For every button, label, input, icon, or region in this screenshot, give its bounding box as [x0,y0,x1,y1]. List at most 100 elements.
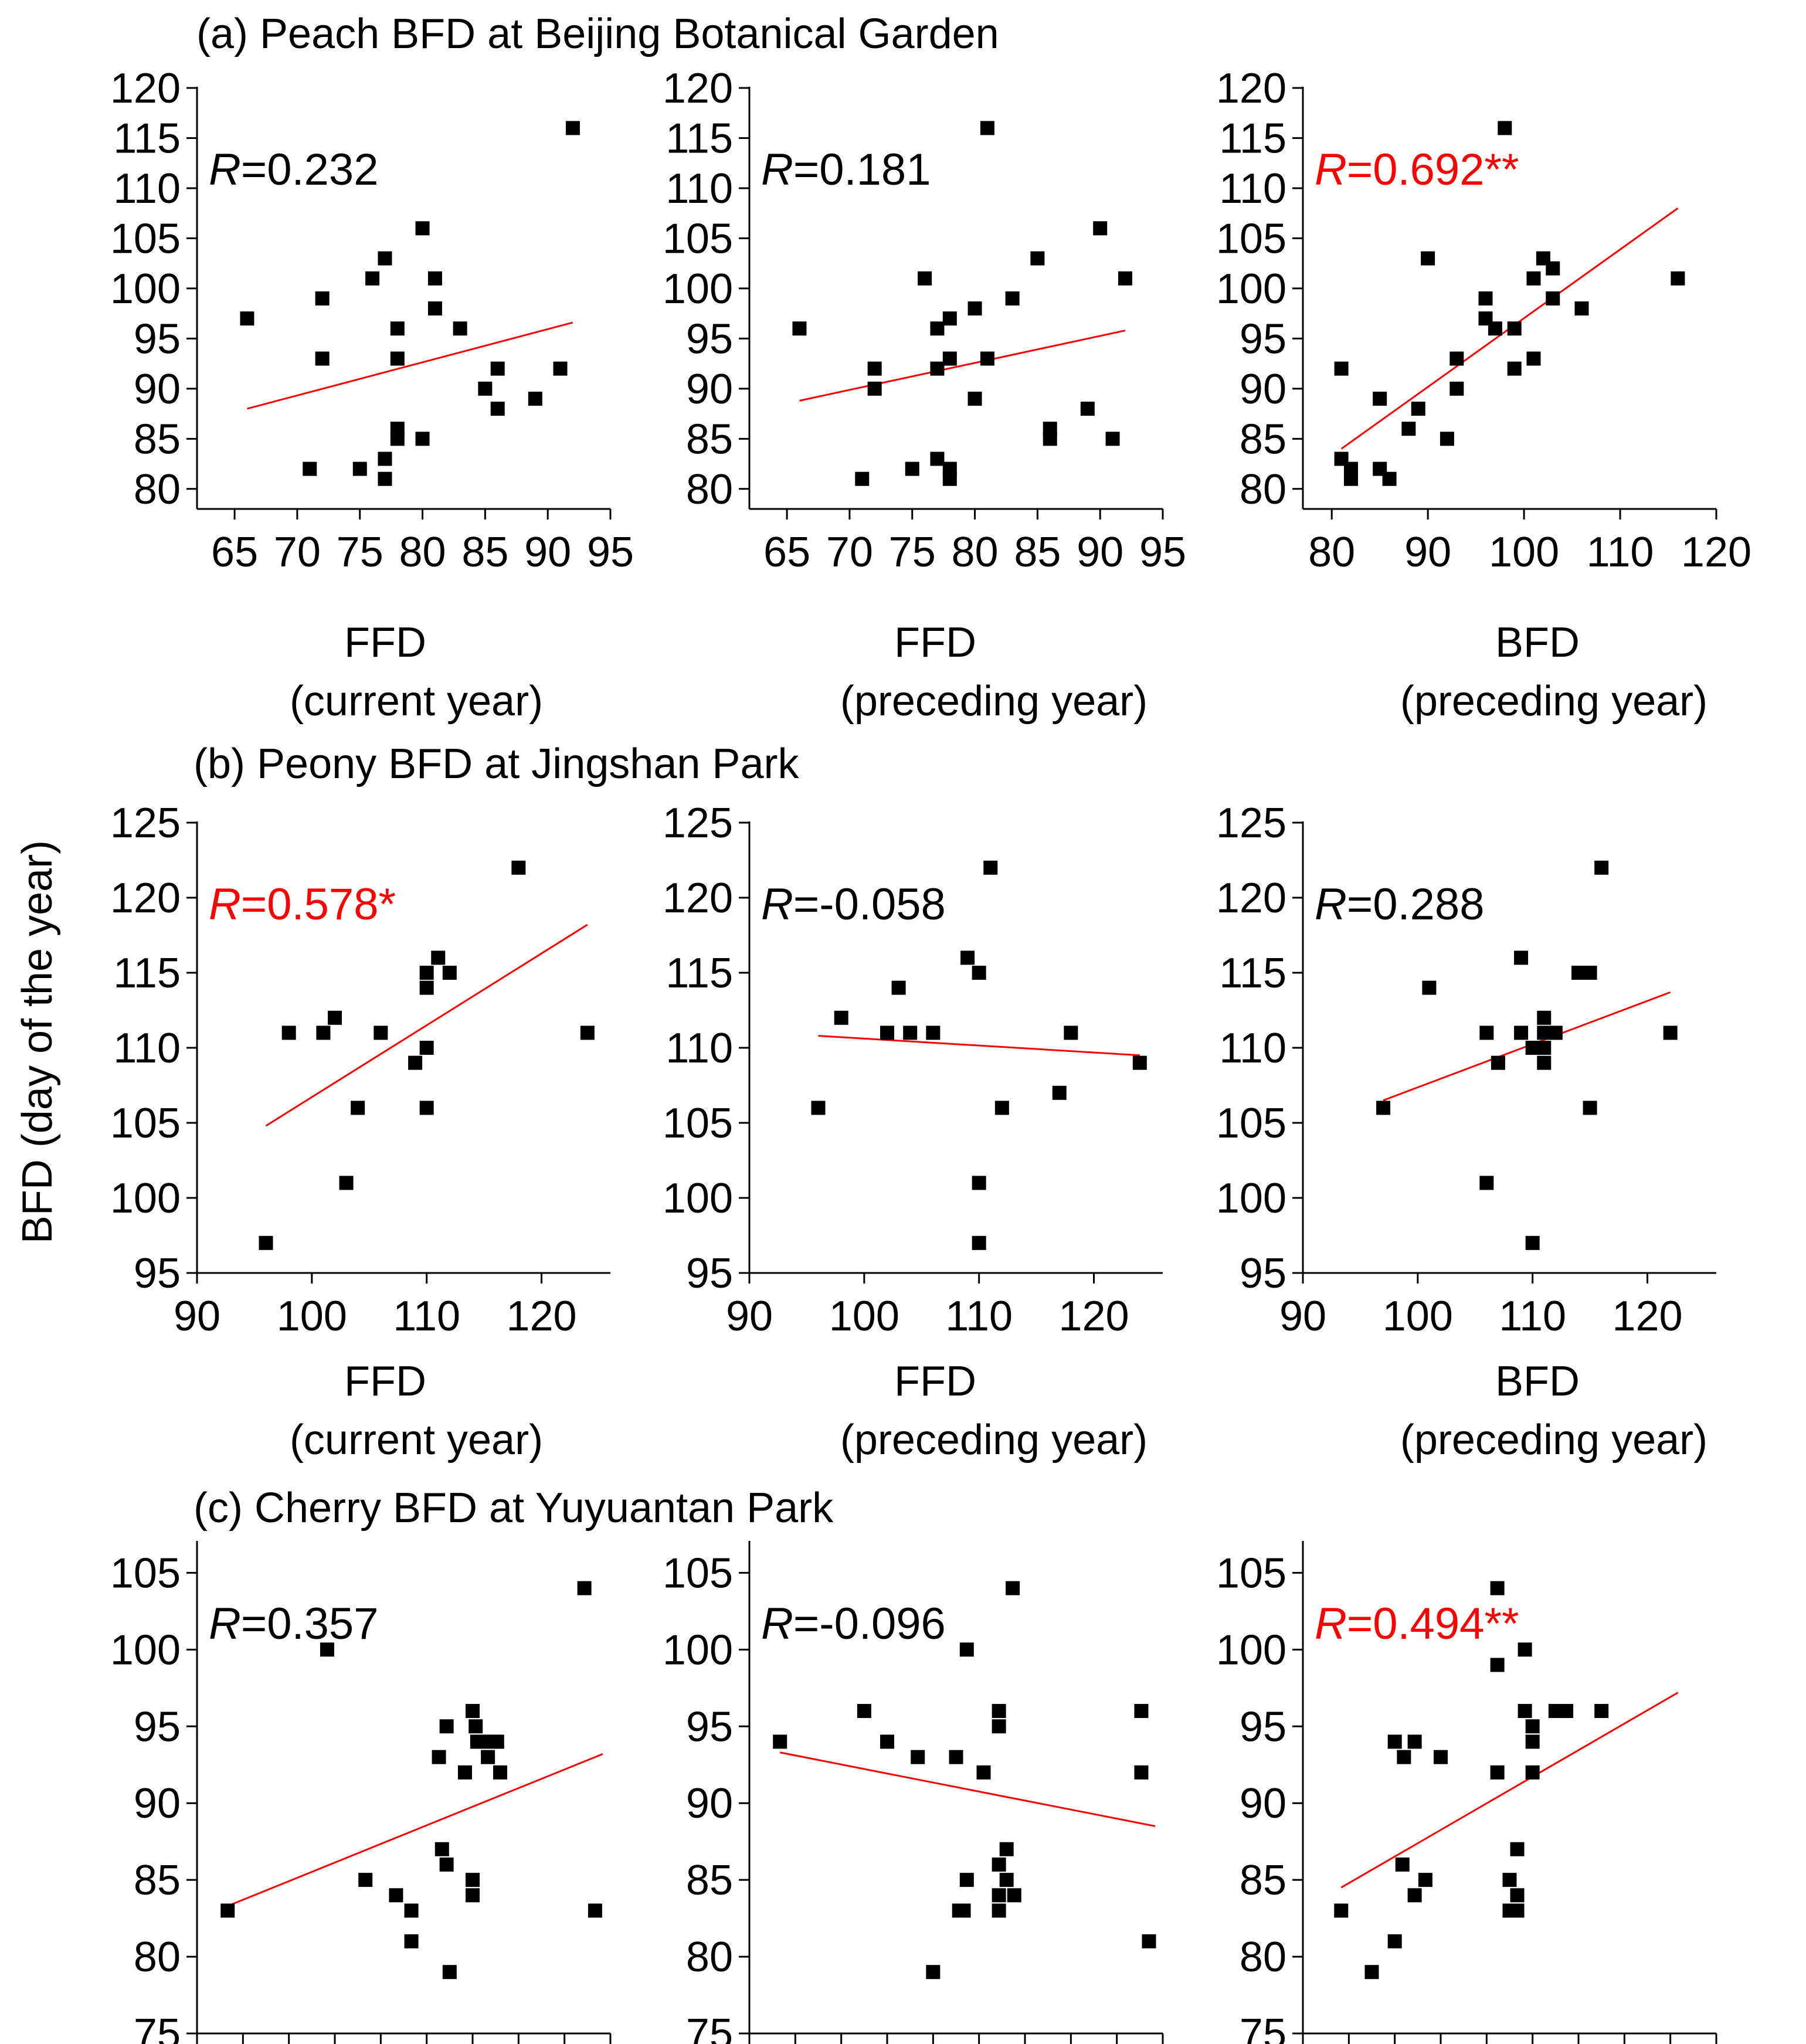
data-point [528,391,542,406]
y-tick-label: 115 [1219,115,1286,162]
correlation-value: =0.232 [241,145,379,195]
data-point [439,1719,454,1734]
x-tick-label: 110 [1499,1293,1566,1340]
data-point [1526,271,1541,286]
x-axis-label: FFD [894,619,976,666]
data-point [1574,301,1589,316]
y-tick-label: 85 [1240,416,1286,463]
data-point [481,1750,495,1764]
data-point [949,1750,963,1764]
data-point [1382,471,1397,486]
data-point [1510,1888,1525,1903]
y-tick-label: 90 [686,366,733,413]
y-tick-label: 95 [1240,315,1286,362]
data-point [1411,402,1425,416]
y-tick-label: 100 [110,266,181,313]
y-tick-label: 110 [1219,1025,1286,1072]
data-point [1418,1873,1432,1887]
data-point [926,1965,941,1980]
x-tick-label: 80 [399,529,446,576]
data-point [1422,980,1437,995]
y-tick-label: 75 [686,2011,733,2044]
data-point [1449,381,1464,396]
data-point [926,1026,941,1040]
data-point [1507,361,1522,376]
data-point [281,1026,296,1040]
data-point [1514,950,1529,965]
y-tick-label: 100 [1216,1175,1286,1222]
y-tick-label: 120 [1216,65,1286,112]
data-point [1518,1642,1532,1657]
x-tick-label: 100 [1383,1293,1453,1340]
data-point [408,1055,423,1070]
data-point [378,451,392,466]
y-tick-label: 85 [134,1857,181,1904]
y-tick-label: 90 [1240,1780,1286,1827]
data-point [1132,1055,1147,1070]
y-tick-label: 95 [134,315,181,362]
panel-title-c: (c) Cherry BFD at Yuyuantan Park [193,1485,834,1532]
x-tick-label: 75 [889,529,936,576]
y-tick-label: 100 [110,1175,181,1222]
data-point [1479,1176,1494,1190]
data-point [415,432,430,446]
correlation-label: R=-0.096 [761,1599,946,1649]
data-point [867,361,882,376]
data-point [1449,351,1464,366]
data-point [374,1026,388,1040]
y-tick-label: 110 [666,1025,733,1072]
data-point [1490,1765,1505,1780]
data-point [942,471,957,486]
data-point [1490,1581,1505,1595]
data-point [1510,1842,1525,1856]
y-tick-label: 80 [134,466,181,513]
shared-y-axis-label: BFD (day of the year) [14,840,61,1244]
data-point [930,321,945,336]
y-tick-label: 110 [113,1025,181,1072]
data-point [339,1176,354,1190]
y-tick-label: 115 [113,950,181,997]
x-tick-label: 90 [174,1293,220,1340]
data-point [1594,860,1609,875]
data-point [1334,1903,1349,1918]
x-tick-label: 110 [393,1293,460,1340]
y-tick-label: 75 [1240,2011,1286,2044]
y-tick-label: 90 [134,366,181,413]
data-point [490,402,505,416]
data-point [1478,291,1493,305]
y-tick-label: 95 [686,315,733,362]
y-tick-label: 85 [686,1857,733,1904]
data-point [1559,1704,1574,1719]
data-point [453,321,467,336]
correlation-symbol: R [209,145,241,195]
x-axis-label: BFD [1495,1358,1580,1405]
correlation-symbol: R [1315,1599,1347,1649]
y-tick-label: 115 [666,115,733,162]
data-point [328,1010,342,1025]
data-point [911,1750,925,1764]
x-tick-label: 80 [951,529,998,576]
correlation-label: R=0.494** [1315,1599,1519,1649]
data-point [992,1857,1006,1872]
x-tick-label: 90 [1077,529,1123,576]
y-tick-label: 100 [110,1627,181,1673]
data-point [1064,1026,1078,1040]
y-tick-label: 120 [1216,875,1286,922]
y-tick-label: 105 [110,1550,181,1597]
correlation-label: R=0.232 [209,145,378,195]
data-point [378,471,392,486]
data-point [967,301,982,316]
data-point [1334,361,1349,376]
data-point [427,271,442,286]
data-point [880,1026,894,1040]
data-point [999,1873,1014,1887]
y-tick-label: 85 [134,416,181,463]
data-point [891,980,906,995]
correlation-symbol: R [1315,880,1347,929]
data-point [992,1719,1006,1734]
x-tick-label: 120 [1058,1293,1129,1340]
data-point [220,1903,235,1918]
y-tick-label: 100 [663,266,733,313]
